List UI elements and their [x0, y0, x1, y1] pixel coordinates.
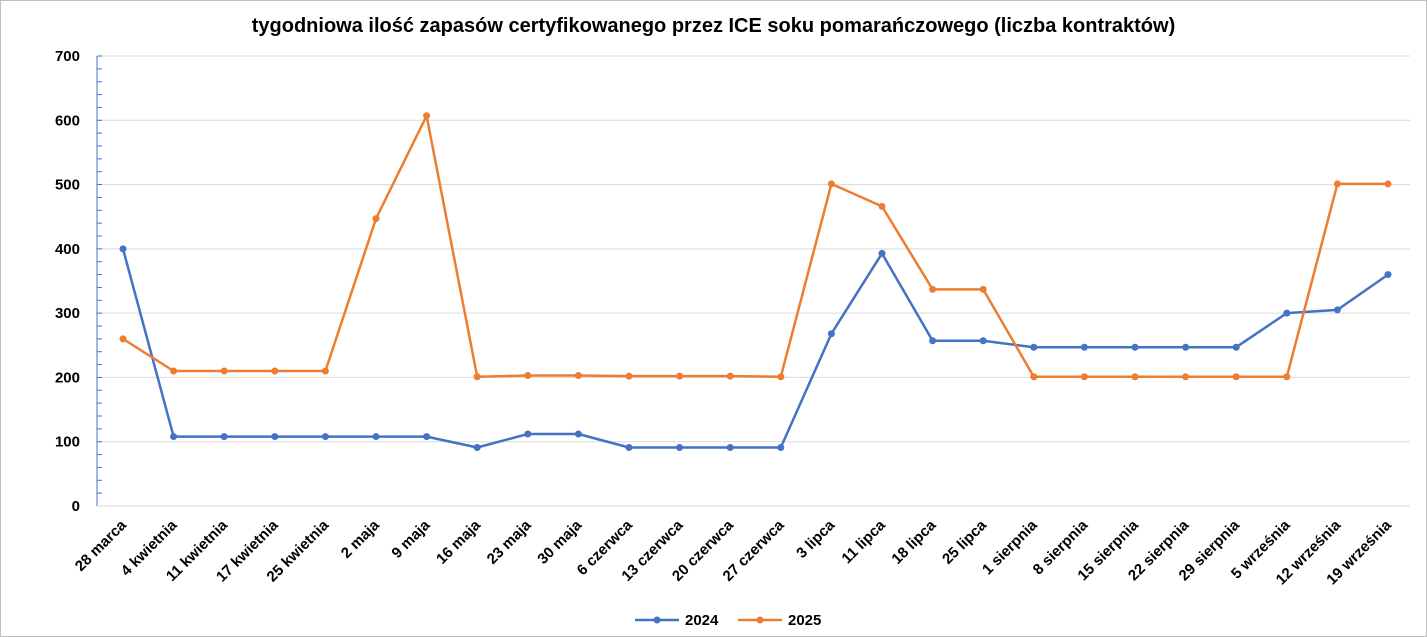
y-tick-label: 300: [55, 305, 80, 322]
data-point-2024: [929, 337, 937, 345]
data-point-2025: [1384, 180, 1392, 188]
data-point-2024: [473, 444, 481, 451]
chart-title: tygodniowa ilość zapasów certyfikowanego…: [251, 15, 1176, 37]
data-point-2025: [1182, 373, 1190, 381]
data-point-2025: [220, 367, 228, 375]
data-point-2025: [979, 285, 987, 293]
data-point-2024: [321, 433, 329, 441]
y-tick-label: 500: [55, 177, 80, 194]
series-line-2024: [121, 248, 1389, 449]
data-point-2025: [625, 372, 633, 380]
y-tick-label: 700: [55, 48, 80, 65]
data-point-2024: [676, 444, 684, 451]
y-tick-label: 0: [72, 498, 80, 515]
data-point-2024: [524, 430, 532, 438]
data-point-2024: [1030, 343, 1038, 351]
data-point-2025: [1333, 180, 1341, 188]
data-point-2024: [979, 337, 987, 345]
data-point-2025: [827, 180, 835, 188]
data-point-2024: [1232, 343, 1240, 351]
x-tick-label: 3 lipca: [793, 516, 839, 562]
data-point-2024: [372, 433, 380, 441]
data-point-2025: [423, 112, 431, 120]
legend-label-2024: 2024: [685, 612, 719, 629]
x-tick-label: 2 maja: [338, 516, 384, 562]
data-point-2024: [423, 433, 431, 441]
data-point-2024: [170, 433, 178, 441]
data-point-2024: [1131, 343, 1139, 351]
data-point-2025: [1080, 373, 1088, 381]
data-point-2024: [1384, 271, 1392, 279]
y-tick-label: 100: [55, 434, 80, 451]
data-point-2025: [777, 373, 785, 381]
legend-marker-2024: [653, 616, 661, 624]
x-tick-label: 30 maja: [534, 516, 585, 567]
data-point-2025: [574, 372, 582, 379]
data-point-2024: [1283, 309, 1291, 317]
x-tick-label: 23 maja: [484, 516, 535, 567]
series-line-2025: [122, 114, 1388, 379]
data-point-2025: [473, 373, 481, 381]
data-point-2025: [170, 367, 178, 375]
data-point-2025: [119, 335, 127, 343]
x-tick-label: 25 lipca: [939, 516, 990, 567]
x-tick-label: 11 lipca: [838, 516, 889, 567]
y-tick-label: 400: [55, 241, 80, 258]
data-point-2025: [1232, 373, 1240, 381]
data-point-2025: [929, 285, 937, 293]
data-point-2024: [1080, 343, 1088, 351]
data-point-2024: [878, 249, 886, 257]
data-point-2025: [1283, 373, 1291, 381]
data-point-2024: [574, 430, 582, 438]
data-point-2025: [321, 367, 329, 375]
data-point-2024: [220, 433, 228, 441]
data-point-2025: [676, 372, 684, 380]
data-point-2024: [119, 245, 127, 253]
data-point-2024: [726, 444, 734, 451]
data-point-2025: [878, 202, 886, 210]
data-point-2024: [777, 444, 785, 451]
x-tick-label: 18 lipca: [888, 516, 939, 567]
x-tick-label: 9 maja: [388, 516, 434, 562]
y-tick-label: 600: [55, 112, 80, 129]
x-tick-label: 16 maja: [433, 516, 484, 567]
legend-label-2025: 2025: [788, 612, 821, 629]
data-point-2025: [271, 367, 279, 375]
data-point-2024: [625, 444, 633, 451]
data-point-2024: [827, 330, 835, 338]
y-tick-label: 200: [55, 369, 80, 386]
data-point-2025: [1030, 373, 1038, 381]
data-point-2024: [1182, 343, 1190, 351]
data-point-2025: [726, 372, 734, 380]
data-point-2025: [524, 372, 532, 379]
data-point-2025: [372, 215, 380, 223]
data-point-2024: [1333, 306, 1341, 314]
data-point-2025: [1131, 373, 1139, 381]
data-point-2024: [271, 433, 279, 441]
legend-marker-2025: [756, 616, 764, 624]
